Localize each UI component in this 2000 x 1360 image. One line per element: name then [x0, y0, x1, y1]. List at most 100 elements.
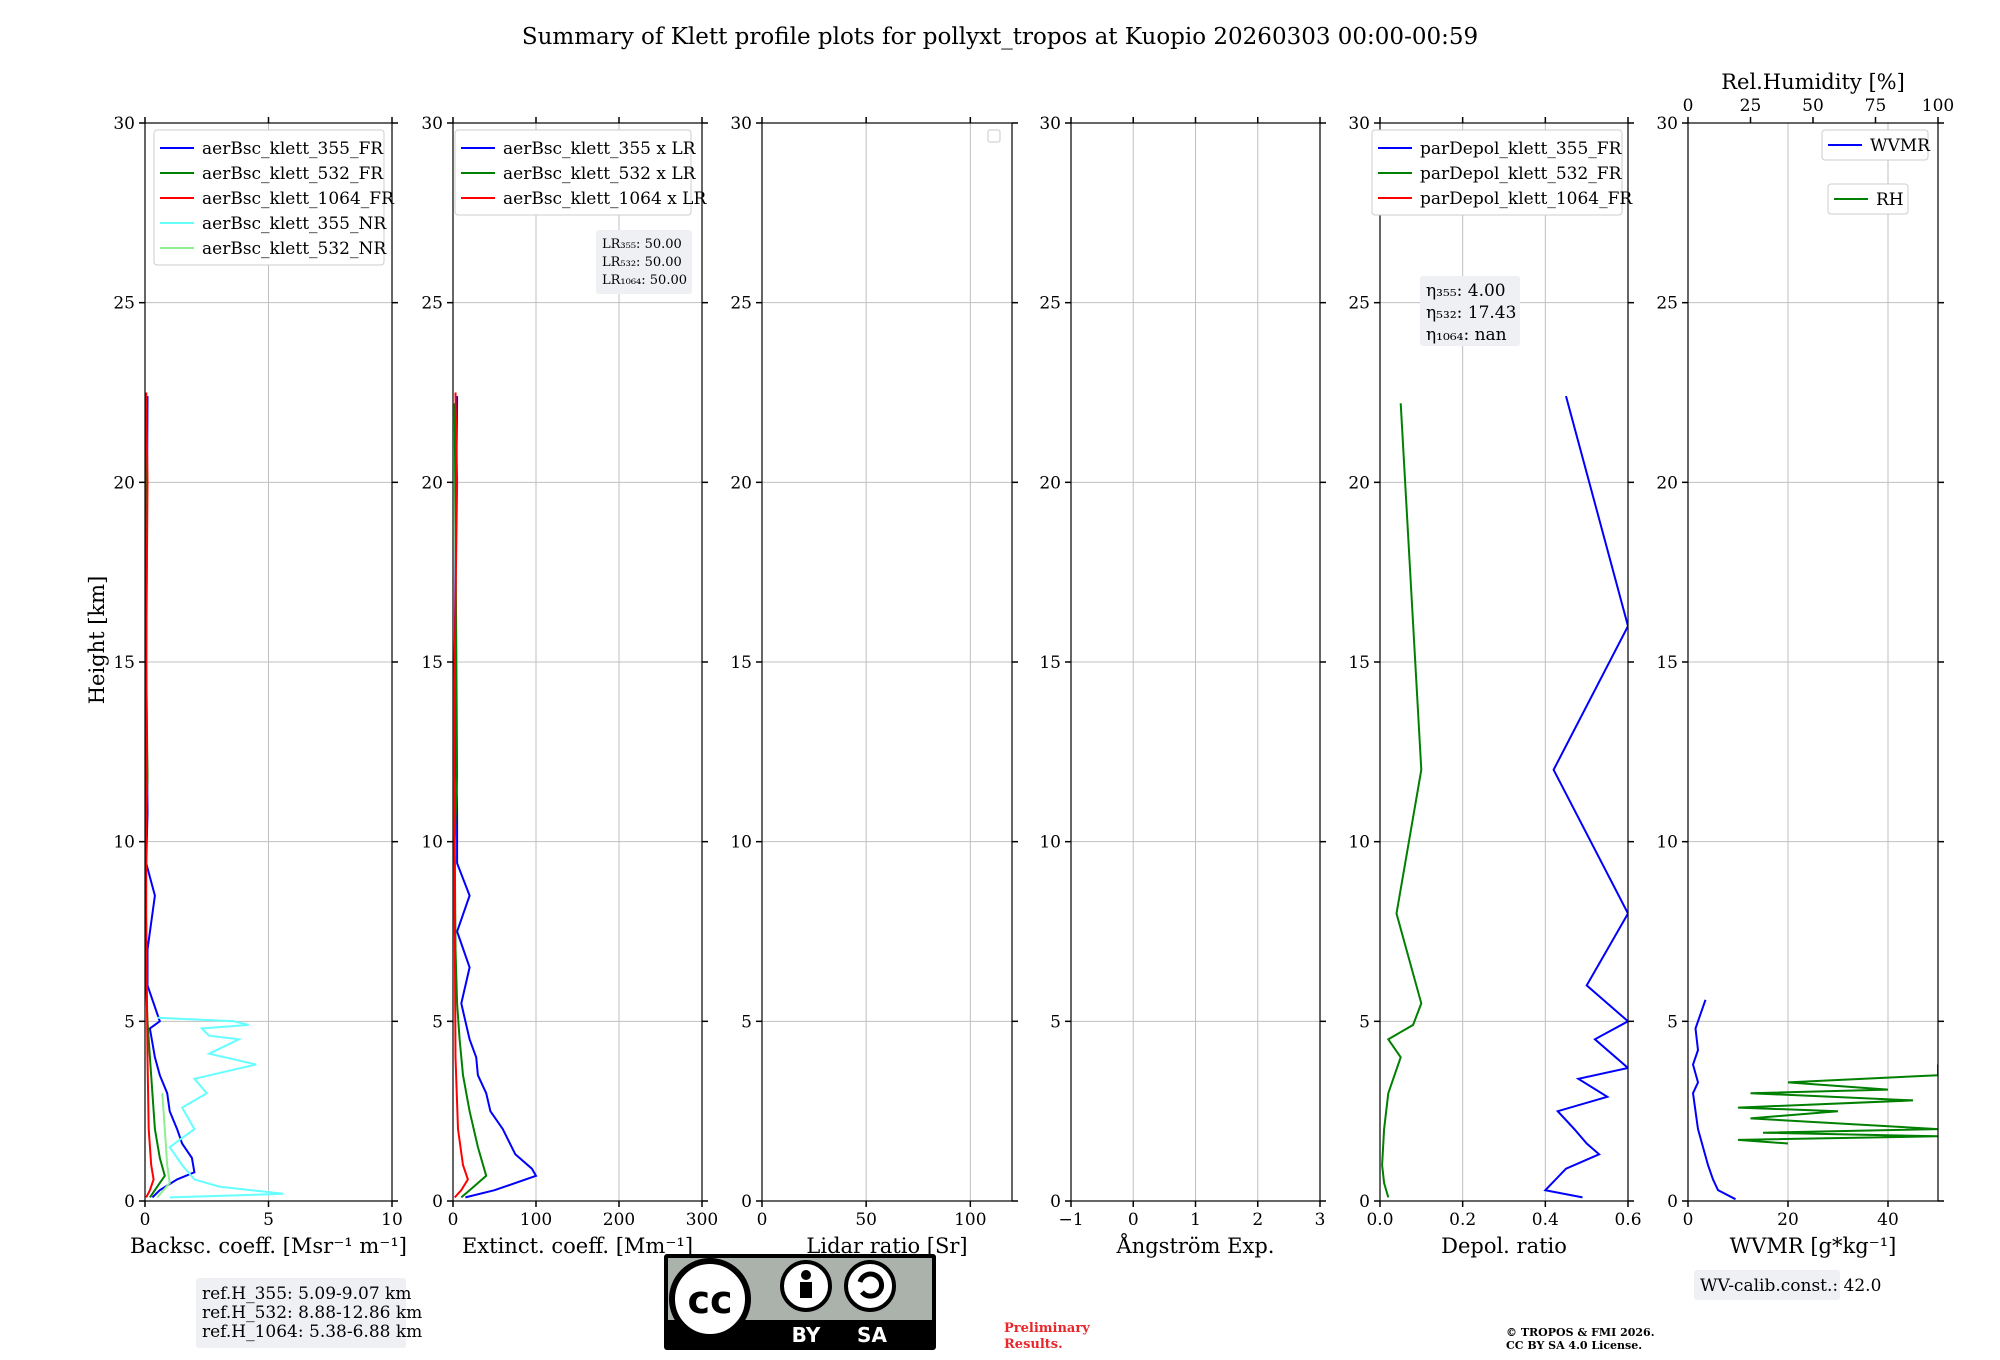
x-tick-label: 0.2	[1449, 1210, 1476, 1230]
info-box-lidar-ratio: LR₃₅₅: 50.00 LR₅₃₂: 50.00 LR₁₀₆₄: 50.00	[596, 230, 692, 294]
preliminary-line-1: Preliminary	[1004, 1321, 1090, 1336]
y-tick-label: 20	[730, 473, 752, 493]
sa-label: SA	[857, 1323, 887, 1347]
legend-entry: parDepol_klett_532_FR	[1420, 164, 1623, 184]
x-tick-label: 0	[448, 1210, 459, 1230]
x-tick-label: 0.0	[1366, 1210, 1393, 1230]
preliminary-line-2: Results.	[1004, 1337, 1063, 1352]
y-tick-label: 0	[741, 1192, 752, 1212]
top-x-tick-label: 75	[1865, 96, 1887, 116]
y-tick-label: 30	[730, 114, 752, 134]
y-tick-label: 15	[1656, 653, 1678, 673]
y-tick-label: 25	[1656, 294, 1678, 314]
copyright-line-1: © TROPOS & FMI 2026.	[1506, 1326, 1655, 1339]
legend-entry: RH	[1876, 190, 1904, 210]
y-tick-label: 10	[1656, 833, 1678, 853]
info-line: η₃₅₅: 4.00	[1426, 281, 1506, 301]
y-tick-label: 0	[1359, 1192, 1370, 1212]
y-tick-label: 15	[730, 653, 752, 673]
x-tick-label: 0	[1683, 1210, 1694, 1230]
x-tick-label: 2	[1252, 1210, 1263, 1230]
y-tick-label: 20	[1656, 473, 1678, 493]
series-line-aerBsc_klett_355 x LR	[453, 396, 538, 1199]
series-line-parDepol_klett_355_FR	[1543, 395, 1628, 1199]
y-tick-label: 5	[1667, 1012, 1678, 1032]
cc-logo-icon	[669, 1258, 751, 1340]
y-tick-label: 10	[421, 833, 443, 853]
top-x-tick-label: 100	[1922, 96, 1954, 116]
person-body	[800, 1282, 812, 1298]
legend-entry: parDepol_klett_355_FR	[1420, 139, 1623, 159]
x-axis-label: Backsc. coeff. [Msr⁻¹ m⁻¹]	[130, 1234, 407, 1258]
info-line: ref.H_355: 5.09-9.07 km	[202, 1284, 411, 1304]
y-tick-label: 30	[113, 114, 135, 134]
series-line-aerBsc_klett_355_FR	[145, 396, 196, 1199]
share-alike-icon	[844, 1260, 896, 1312]
series-line-RH	[1737, 1064, 1938, 1145]
y-tick-label: 5	[432, 1012, 443, 1032]
series-line-parDepol_klett_532_FR	[1381, 403, 1423, 1198]
legend-entry: aerBsc_klett_355_NR	[202, 214, 387, 234]
person-head	[801, 1270, 811, 1280]
top-x-tick-label: 50	[1802, 96, 1824, 116]
info-line: η₅₃₂: 17.43	[1426, 303, 1516, 323]
y-tick-label: 25	[1039, 294, 1061, 314]
info-line: ref.H_532: 8.88-12.86 km	[202, 1303, 422, 1323]
share-alike-arrow	[857, 1271, 885, 1299]
cc-logo-text: cc	[687, 1278, 732, 1322]
x-tick-label: 40	[1877, 1210, 1899, 1230]
x-tick-label: 0.6	[1614, 1210, 1641, 1230]
legend-entry: aerBsc_klett_1064 x LR	[503, 189, 707, 209]
y-tick-label: 0	[1667, 1192, 1678, 1212]
legend-empty-box	[987, 129, 1001, 143]
info-line: η₁₀₆₄: nan	[1426, 325, 1507, 345]
x-tick-label: 0	[757, 1210, 768, 1230]
x-tick-label: 1	[1190, 1210, 1201, 1230]
info-line: LR₃₅₅: 50.00	[602, 237, 682, 252]
panel-1: 0 5 10 15 20 25 30 0 5 10 Backsc. coeff. [Msr⁻¹ m⁻…	[113, 114, 407, 1258]
y-tick-label: 10	[1348, 833, 1370, 853]
legend-entry: aerBsc_klett_355 x LR	[503, 139, 697, 159]
series-line-aerBsc_klett_532_NR	[156, 1093, 171, 1199]
legend-entry: aerBsc_klett_1064_FR	[202, 189, 395, 209]
y-tick-label: 10	[113, 833, 135, 853]
legend-entry: aerBsc_klett_532_FR	[202, 164, 384, 184]
x-tick-label: 10	[381, 1210, 403, 1230]
y-tick-label: 0	[1050, 1192, 1061, 1212]
by-label: BY	[792, 1323, 821, 1347]
y-tick-label: 0	[124, 1192, 135, 1212]
x-tick-label: 0	[140, 1210, 151, 1230]
y-tick-label: 25	[113, 294, 135, 314]
top-x-tick-label: 25	[1740, 96, 1762, 116]
x-tick-label: 100	[520, 1210, 552, 1230]
y-tick-label: 30	[1039, 114, 1061, 134]
y-tick-label: 20	[113, 473, 135, 493]
series-line-aerBsc_klett_1064 x LR	[453, 392, 469, 1199]
y-tick-label: 20	[1348, 473, 1370, 493]
x-axis-label: Ångström Exp.	[1116, 1233, 1275, 1258]
info-line: LR₅₃₂: 50.00	[602, 255, 682, 270]
y-tick-label: 30	[1656, 114, 1678, 134]
x-tick-label: 20	[1777, 1210, 1799, 1230]
copyright-line-2: CC BY SA 4.0 License.	[1506, 1339, 1642, 1352]
x-tick-label: 0.4	[1532, 1210, 1559, 1230]
y-tick-label: 30	[1348, 114, 1370, 134]
series-line-aerBsc_klett_532_FR	[145, 403, 166, 1198]
legend-entry: aerBsc_klett_532_NR	[202, 239, 387, 259]
panel-5: 0 5 10 15 20 25 30 0.0 0.2 0.4 0.6 Depol. ratio parD…	[1348, 114, 1641, 1258]
info-box-eta: η₃₅₅: 4.00 η₅₃₂: 17.43 η₁₀₆₄: nan	[1420, 276, 1520, 346]
x-tick-label: 0	[1128, 1210, 1139, 1230]
y-tick-label: 15	[113, 653, 135, 673]
y-tick-label: 10	[730, 833, 752, 853]
top-x-axis-label: Rel.Humidity [%]	[1721, 70, 1905, 94]
cc-license-badge: cc BY SA	[664, 1254, 936, 1350]
x-tick-label: 5	[263, 1210, 274, 1230]
y-tick-label: 15	[421, 653, 443, 673]
x-axis-label: WVMR [g*kg⁻¹]	[1730, 1234, 1897, 1258]
